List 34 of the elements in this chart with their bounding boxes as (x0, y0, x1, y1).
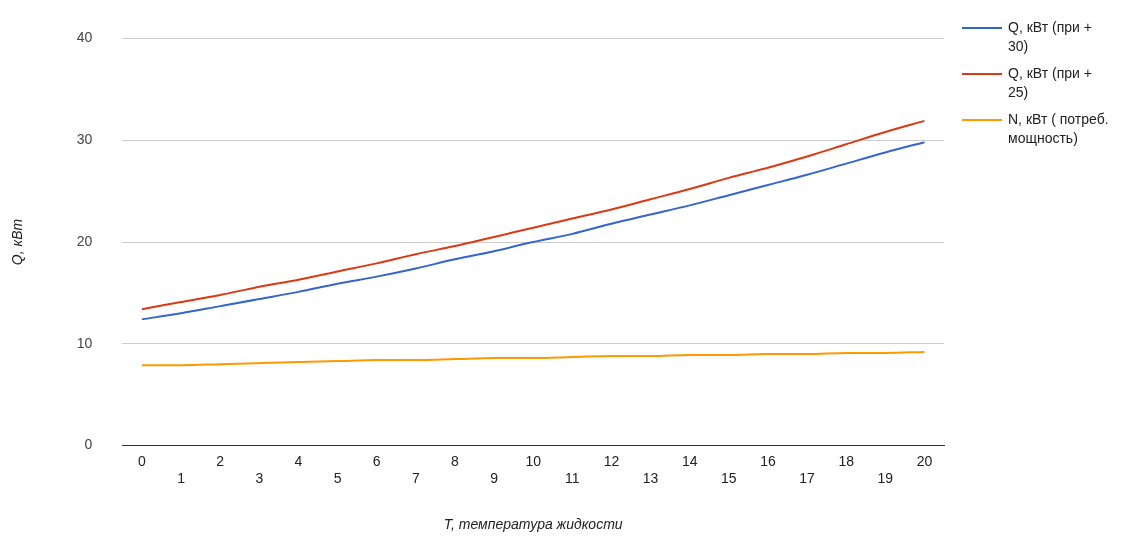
x-tick-label: 9 (490, 469, 499, 486)
y-tick-label: 40 (76, 29, 93, 46)
x-tick-label: 15 (721, 469, 737, 486)
y-tick-label: 30 (76, 131, 93, 148)
line-series (140, 350, 926, 367)
x-tick-label: 10 (525, 452, 542, 469)
line-series (140, 141, 926, 321)
x-tick-label: 16 (760, 452, 776, 469)
x-tick-label: 0 (138, 452, 147, 469)
y-tick-label: 0 (84, 436, 93, 453)
x-tick-label: 17 (799, 469, 816, 486)
x-axis-title: T, температура жидкости (443, 516, 623, 533)
x-tick-label: 6 (372, 452, 381, 469)
y-tick-label: 10 (76, 334, 93, 351)
x-tick-label: 2 (216, 452, 225, 469)
y-axis-title: Q, кВт (9, 218, 26, 266)
legend-label: N, кВт ( потреб. мощность) (1008, 110, 1110, 148)
x-tick-label: 20 (916, 452, 933, 469)
x-tick-label: 11 (565, 469, 580, 486)
legend-label: Q, кВт (при + 25) (1008, 64, 1093, 102)
x-tick-label: 14 (681, 452, 698, 469)
x-tick-label: 8 (451, 452, 460, 469)
line-series (140, 119, 926, 311)
x-tick-label: 12 (603, 452, 620, 469)
x-tick-label: 4 (294, 452, 303, 469)
x-tick-label: 13 (642, 469, 659, 486)
x-tick-label: 5 (333, 469, 342, 486)
x-tick-label: 19 (877, 469, 894, 486)
x-tick-label: 1 (177, 469, 186, 486)
legend-label: Q, кВт (при + 30) (1008, 18, 1093, 56)
x-tick-label: 18 (838, 452, 855, 469)
y-tick-label: 20 (76, 232, 93, 249)
x-tick-label: 3 (255, 469, 264, 486)
x-tick-label: 7 (411, 469, 420, 486)
